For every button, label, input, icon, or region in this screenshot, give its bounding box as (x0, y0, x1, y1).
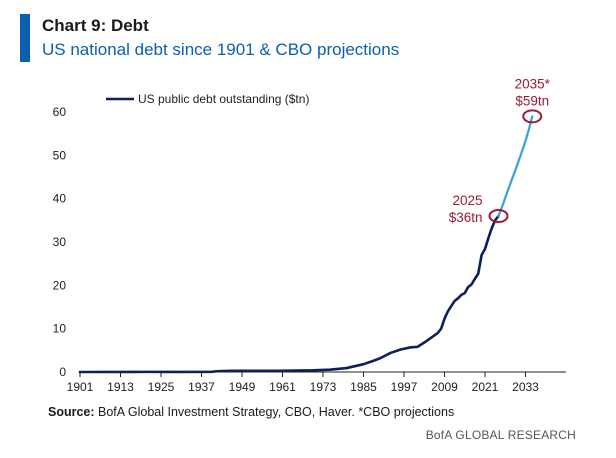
x-tick-label: 2009 (431, 380, 458, 394)
annotation-layer: 2025 $36tn 2035* $59tn (449, 76, 551, 225)
chart-subtitle: US national debt since 1901 & CBO projec… (42, 40, 400, 59)
x-tick-label: 1901 (67, 380, 94, 394)
y-tick-label: 40 (53, 192, 67, 206)
chart-title: Chart 9: Debt (42, 16, 149, 35)
legend-label: US public debt outstanding ($tn) (138, 92, 309, 106)
y-tick-label: 20 (53, 278, 67, 292)
x-tick-label: 1973 (310, 380, 337, 394)
x-tick-label: 1949 (229, 380, 256, 394)
y-tick-label: 30 (53, 235, 67, 249)
annotation-label-value: $36tn (449, 210, 483, 225)
annotation-label-value: $59tn (515, 93, 549, 108)
y-tick-label: 0 (59, 365, 66, 379)
source-text: BofA Global Investment Strategy, CBO, Ha… (94, 405, 455, 419)
x-tick-label: 1961 (269, 380, 296, 394)
source-label: Source: (48, 405, 95, 419)
annotation-label-year: 2025 (452, 193, 482, 208)
y-axis-tick-labels: 0 10 20 30 40 50 60 (53, 105, 67, 379)
series-line-historical (78, 214, 500, 374)
x-tick-label: 2033 (512, 380, 539, 394)
brand-label: BofA GLOBAL RESEARCH (425, 428, 576, 442)
source-note: Source: BofA Global Investment Strategy,… (48, 405, 454, 419)
x-tick-label: 1925 (148, 380, 175, 394)
y-tick-label: 50 (53, 148, 67, 162)
x-tick-label: 1937 (188, 380, 215, 394)
series-layer (78, 115, 534, 374)
y-tick-label: 60 (53, 105, 67, 119)
x-tick-label: 1913 (107, 380, 134, 394)
x-axis: 1901 1913 1925 1937 1949 1961 1973 1985 1997 2009… (67, 371, 566, 394)
x-tick-label: 2021 (472, 380, 499, 394)
annotation-marker (488, 209, 509, 223)
legend: US public debt outstanding ($tn) (106, 92, 309, 106)
annotation-marker (522, 109, 543, 124)
x-tick-label: 1985 (350, 380, 377, 394)
accent-bar (20, 14, 30, 62)
series-line-projection (497, 115, 534, 218)
annotation-label-year: 2035* (515, 76, 551, 91)
y-tick-label: 10 (53, 322, 67, 336)
x-tick-label: 1997 (391, 380, 418, 394)
